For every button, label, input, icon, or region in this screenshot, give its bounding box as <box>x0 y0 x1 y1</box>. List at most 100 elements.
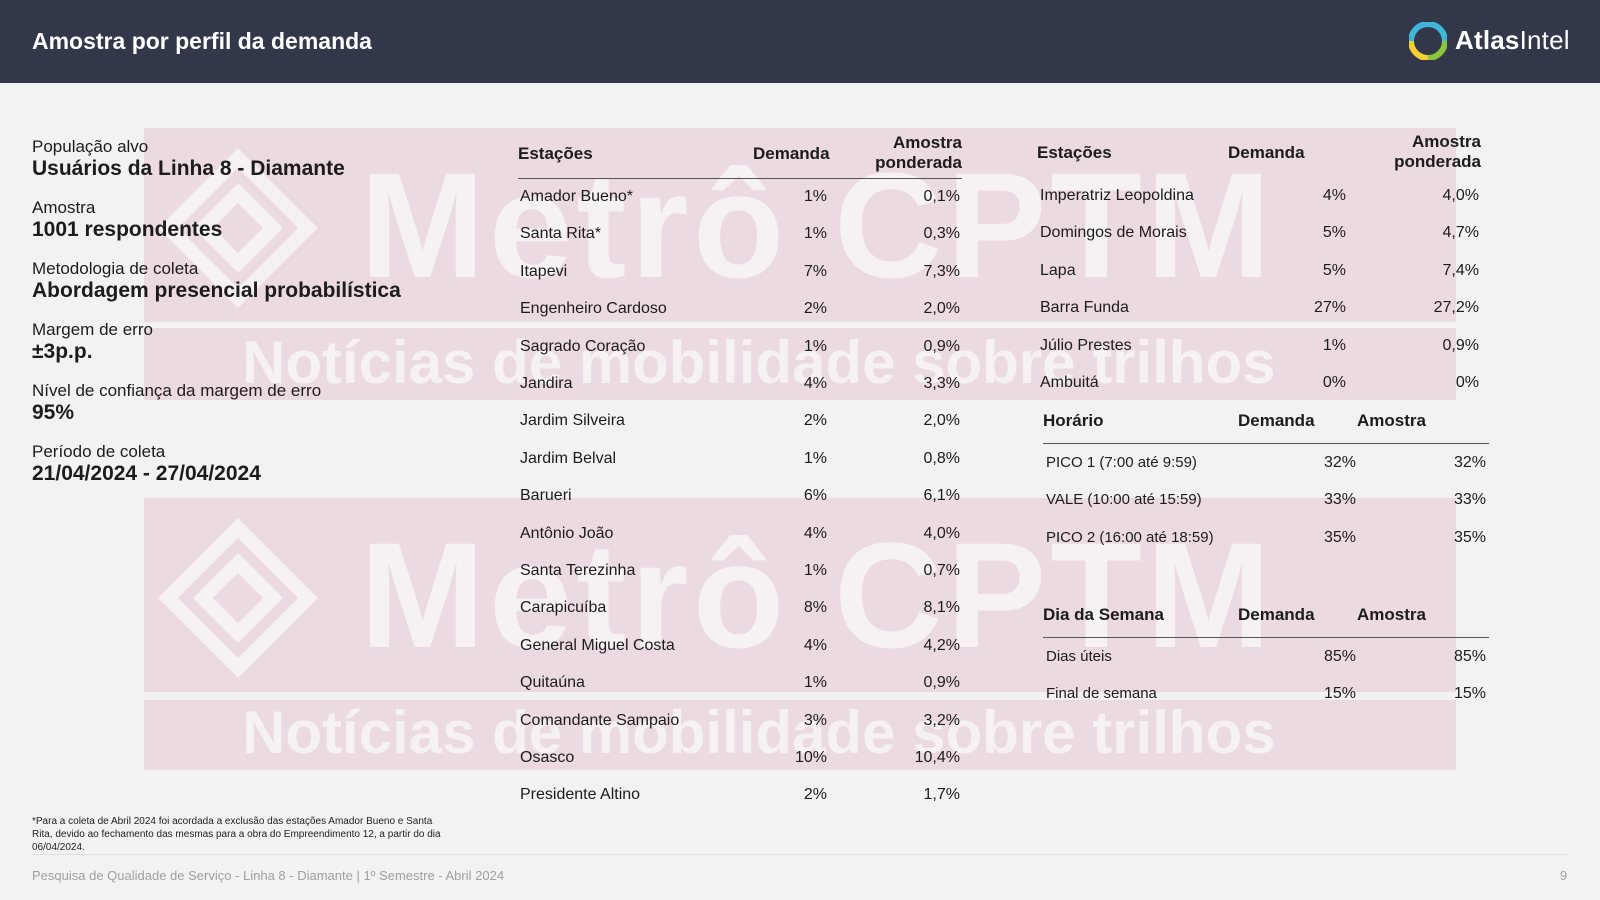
cell-label: Jardim Belval <box>520 449 617 467</box>
column-header-station: Estações <box>1037 143 1112 162</box>
cell-label: Comandante Sampaio <box>520 711 680 729</box>
cell-demand: 1% <box>803 337 827 355</box>
watermark-logo-icon <box>158 148 318 308</box>
watermark-subtext: Notícias de mobilidade sobre trilhos <box>242 699 1276 766</box>
cell-label: Ambuitá <box>1040 374 1099 391</box>
cell-demand: 27% <box>1313 299 1346 317</box>
cell-demand: 32% <box>1323 454 1356 471</box>
cell-sample: 4,7% <box>1442 224 1479 242</box>
atlasintel-logo-icon <box>1409 22 1447 60</box>
cell-sample: 4,0% <box>923 524 960 542</box>
cell-demand: 1% <box>803 674 827 692</box>
cell-label: Imperatriz Leopoldina <box>1040 187 1194 204</box>
cell-sample: 7,3% <box>923 262 960 280</box>
cell-label: Presidente Altino <box>520 786 641 804</box>
cell-sample: 4,2% <box>923 636 960 654</box>
watermark-band <box>144 328 1456 400</box>
cell-label: Dias úteis <box>1046 648 1112 665</box>
header-divider <box>1043 637 1489 638</box>
cell-label: Antônio João <box>520 524 614 542</box>
cell-demand: 8% <box>803 599 827 617</box>
cell-demand: 4% <box>803 636 827 654</box>
cell-sample: 4,0% <box>1442 187 1479 204</box>
cell-sample: 7,4% <box>1442 261 1479 279</box>
cell-demand: 1% <box>803 562 827 579</box>
cell-label: Júlio Prestes <box>1040 336 1132 354</box>
cell-demand: 1% <box>803 449 827 467</box>
cell-sample: 8,1% <box>923 599 960 617</box>
cell-sample: 2,0% <box>923 412 960 430</box>
cell-label: Jandira <box>520 375 573 392</box>
column-header-time: Horário <box>1043 411 1104 430</box>
footer-divider <box>32 854 1568 855</box>
header-bar: Amostra por perfil da demanda AtlasIntel <box>0 0 1600 83</box>
column-header-demand: Demanda <box>753 144 830 163</box>
info-margin-of-error: Margem de erro ±3p.p. <box>32 320 153 363</box>
cell-sample: 3,2% <box>923 711 960 729</box>
cell-demand: 85% <box>1323 648 1356 665</box>
cell-label: Engenheiro Cardoso <box>520 300 667 318</box>
column-header-weekday: Dia da Semana <box>1043 605 1164 624</box>
cell-sample: 2,0% <box>923 300 960 318</box>
cell-sample: 3,3% <box>923 375 960 392</box>
cell-demand: 5% <box>1322 261 1346 279</box>
cell-sample: 33% <box>1453 491 1486 509</box>
cell-label: Itapevi <box>520 262 568 280</box>
column-header-weighted-sample: Amostra ponderada <box>875 133 962 172</box>
cell-label: PICO 2 (16:00 até 18:59) <box>1046 528 1214 546</box>
cell-label: Quitaúna <box>520 674 585 692</box>
cell-demand: 1% <box>803 188 827 205</box>
column-header-demand: Demanda <box>1228 143 1305 162</box>
column-header-demand: Demanda <box>1238 605 1315 624</box>
cell-sample: 0,7% <box>923 562 960 579</box>
cell-label: Carapicuíba <box>520 599 607 617</box>
cell-demand: 4% <box>1322 187 1346 204</box>
cell-sample: 10,4% <box>914 749 960 766</box>
cell-label: Amador Bueno* <box>520 188 633 205</box>
cell-label: Barueri <box>520 487 572 505</box>
page-title: Amostra por perfil da demanda <box>32 28 372 54</box>
column-header-station: Estações <box>518 144 593 163</box>
info-target-population: População alvo Usuários da Linha 8 - Dia… <box>32 137 345 180</box>
page-number: 9 <box>1560 868 1568 883</box>
cell-demand: 0% <box>1322 374 1346 391</box>
cell-demand: 6% <box>803 487 827 505</box>
cell-sample: 35% <box>1453 528 1486 546</box>
cell-demand: 7% <box>803 262 827 280</box>
column-header-demand: Demanda <box>1238 411 1315 430</box>
cell-demand: 2% <box>803 412 827 430</box>
logo-wordmark: AtlasIntel <box>1455 25 1570 55</box>
watermark-text: Metrô CPTM <box>360 511 1275 679</box>
cell-demand: 4% <box>803 524 827 542</box>
cell-label: Lapa <box>1040 261 1076 279</box>
info-confidence-level: Nível de confiança da margem de erro 95% <box>32 381 322 424</box>
cell-sample: 27,2% <box>1433 299 1479 317</box>
watermark-subtext: Notícias de mobilidade sobre trilhos <box>242 329 1276 396</box>
column-header-weighted-sample: Amostra ponderada <box>1394 132 1481 171</box>
cell-sample: 0,9% <box>923 674 960 692</box>
cell-demand: 15% <box>1323 685 1356 703</box>
cell-demand: 1% <box>803 225 827 243</box>
cell-label: Final de semana <box>1046 685 1157 703</box>
info-sample: Amostra 1001 respondentes <box>32 198 223 241</box>
cell-label: Barra Funda <box>1040 299 1129 317</box>
cell-demand: 3% <box>803 711 827 729</box>
watermark-band <box>144 128 1456 322</box>
cell-label: Jardim Silveira <box>520 412 625 430</box>
cell-demand: 10% <box>794 749 827 766</box>
cell-sample: 85% <box>1453 648 1486 665</box>
cell-label: Sagrado Coração <box>520 337 646 355</box>
cell-demand: 1% <box>1322 336 1346 354</box>
cell-sample: 0,1% <box>923 188 960 205</box>
cell-label: PICO 1 (7:00 até 9:59) <box>1046 454 1197 471</box>
info-collection-period: Período de coleta 21/04/2024 - 27/04/202… <box>32 442 261 485</box>
watermark-logo-icon <box>158 518 318 678</box>
info-methodology: Metodologia de coleta Abordagem presenci… <box>32 259 401 302</box>
cell-demand: 33% <box>1323 491 1356 509</box>
column-header-sample: Amostra <box>1357 411 1426 430</box>
cell-demand: 35% <box>1323 528 1356 546</box>
cell-sample: 0% <box>1455 374 1479 391</box>
watermark-band <box>144 700 1456 770</box>
cell-sample: 6,1% <box>923 487 960 505</box>
cell-label: Santa Terezinha <box>520 562 636 579</box>
